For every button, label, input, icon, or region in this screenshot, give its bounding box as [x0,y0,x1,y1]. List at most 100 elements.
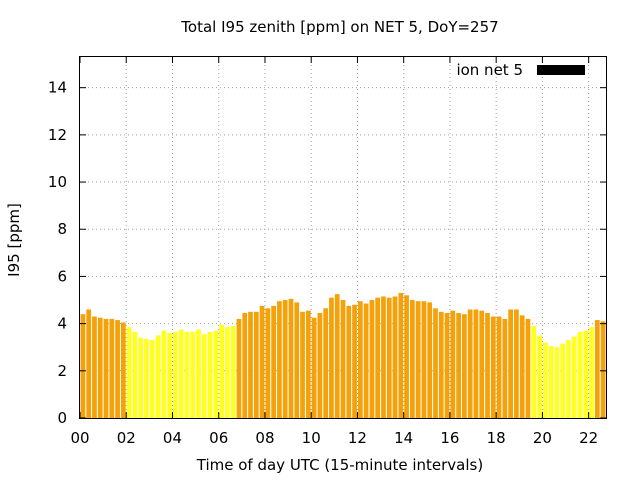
bar [340,300,346,418]
bar [381,296,386,418]
bar [190,331,196,418]
x-tick-label: 08 [255,429,274,447]
bar [173,331,178,418]
bar [92,316,97,418]
bar [317,313,323,418]
bar [589,327,594,418]
bar [462,314,467,418]
bar [265,308,271,418]
bar [300,311,305,418]
bar [415,301,421,418]
bar [138,337,144,418]
y-tick-label: 14 [48,79,67,97]
bar [514,309,519,418]
bar [594,320,600,418]
y-axis-label: I95 [ppm] [5,203,23,277]
bar [196,329,201,418]
bar [490,316,496,418]
bar [409,300,415,418]
bar [126,327,132,418]
bar [225,327,230,418]
grid [80,57,606,418]
x-tick-label: 18 [487,429,506,447]
bars [80,292,606,418]
y-tick-label: 0 [57,409,67,427]
bar [132,331,138,418]
bar [201,334,207,418]
bar [305,310,311,418]
bar [456,313,461,418]
bar [566,340,571,418]
bar [311,317,317,418]
bar [277,301,282,418]
bar [508,309,513,418]
bar [242,313,248,418]
y-tick-label: 4 [57,315,67,333]
bar [433,308,438,418]
bar [253,311,259,418]
bar [357,301,363,418]
bar [352,304,357,418]
bar [363,303,369,418]
y-tick-label: 12 [48,126,67,144]
bar [583,330,589,418]
bar [271,305,277,418]
x-tick-label: 16 [440,429,459,447]
bar [259,305,265,418]
bar [375,297,381,418]
bar [213,330,219,418]
bar [571,336,577,418]
bar [473,309,479,418]
bar [537,335,542,418]
x-tick-label: 12 [348,429,367,447]
bar [496,316,502,418]
bar [450,310,456,418]
bar [184,331,190,418]
bar [369,300,375,418]
bar [236,318,242,418]
bar [600,321,606,418]
chart-title: Total I95 zenith [ppm] on NET 5, DoY=257 [180,18,498,36]
bar [120,322,126,418]
x-tick-label: 14 [394,429,413,447]
bar [467,309,473,418]
bar [421,301,427,418]
y-tick-label: 2 [57,362,67,380]
x-axis-label: Time of day UTC (15-minute intervals) [196,456,483,474]
bar [282,300,288,418]
bar [531,325,537,418]
bar [161,330,167,418]
x-tick-label: 06 [209,429,228,447]
bar [167,333,172,418]
bar [97,317,103,418]
bar [525,318,531,418]
bar [103,318,109,418]
bar [386,297,392,418]
bar [334,294,340,418]
bar [444,313,450,418]
x-tick-label: 10 [302,429,321,447]
bar [542,342,548,418]
plot-frame [79,56,607,419]
bar [485,313,490,418]
bar [329,297,334,418]
bar [219,324,224,418]
bar [392,296,398,418]
bar [560,343,566,418]
bar [294,302,300,418]
y-tick-label: 6 [57,267,67,285]
bar [230,325,236,418]
bar [577,331,583,418]
bar [178,329,184,418]
x-tick-label: 04 [163,429,182,447]
bar [502,318,508,418]
bar [155,335,161,418]
bar [398,292,404,418]
bar [323,308,329,418]
legend: ion net 5 [456,61,585,79]
bar [144,338,149,418]
bar [554,347,560,418]
x-tick-label: 20 [533,429,552,447]
